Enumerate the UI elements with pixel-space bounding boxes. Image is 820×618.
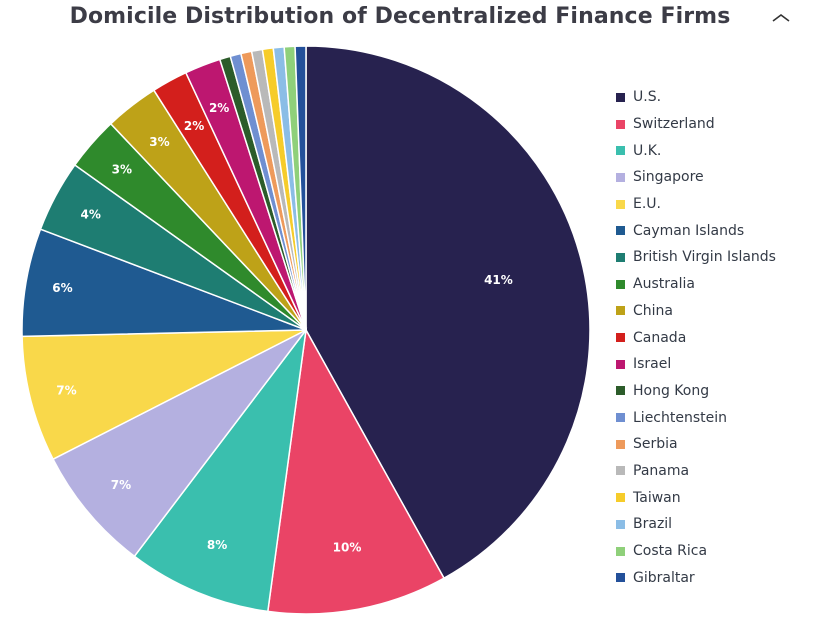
legend-swatch	[616, 493, 625, 503]
chart-legend: U.S. Switzerland U.K. Singapore E.U. Cayman I…	[616, 84, 776, 591]
collapse-button[interactable]	[768, 8, 794, 28]
pie-slice-labels: 41% 10% 8% 7% 7% 6% 4% 3% 3% 2% 2%	[52, 101, 512, 555]
pie-slice-u-k	[133, 327, 308, 613]
legend-label: Liechtenstein	[633, 409, 728, 426]
legend-label: China	[633, 302, 673, 319]
legend-swatch	[616, 172, 625, 182]
legend-item: China	[616, 298, 776, 325]
legend-item: Gibraltar	[616, 564, 776, 591]
legend-item: Switzerland	[616, 111, 776, 138]
pie-slice-switzerland	[266, 327, 446, 615]
legend-swatch	[616, 306, 625, 316]
legend-label: Panama	[633, 462, 690, 479]
pie-slice-e-u	[21, 329, 307, 461]
legend-item: Taiwan	[616, 484, 776, 511]
legend-label: Cayman Islands	[633, 222, 745, 239]
legend-item: Costa Rica	[616, 538, 776, 565]
legend-label: Taiwan	[633, 489, 681, 506]
slice-value-label: 7%	[111, 478, 131, 492]
legend-item: Brazil	[616, 511, 776, 538]
legend-item: British Virgin Islands	[616, 244, 776, 271]
legend-swatch	[616, 119, 625, 129]
legend-label: British Virgin Islands	[633, 249, 776, 266]
legend-swatch	[616, 413, 625, 423]
legend-item: Israel	[616, 351, 776, 378]
legend-swatch	[616, 226, 625, 236]
legend-label: Serbia	[633, 436, 678, 453]
pie-slice-gibraltar	[294, 45, 307, 331]
slice-value-label: 8%	[207, 538, 227, 552]
slice-value-label: 6%	[52, 281, 72, 295]
legend-label: Hong Kong	[633, 382, 710, 399]
legend-swatch	[616, 466, 625, 476]
legend-item: Hong Kong	[616, 378, 776, 405]
slice-value-label: 3%	[149, 135, 169, 149]
legend-swatch	[616, 439, 625, 449]
legend-item: Australia	[616, 271, 776, 298]
legend-label: Israel	[633, 356, 672, 373]
slice-value-label: 10%	[333, 541, 362, 555]
legend-item: Liechtenstein	[616, 404, 776, 431]
legend-item: E.U.	[616, 191, 776, 218]
legend-swatch	[616, 359, 625, 369]
legend-item: Cayman Islands	[616, 217, 776, 244]
legend-label: Gibraltar	[633, 569, 695, 586]
legend-swatch	[616, 519, 625, 529]
pie-chart: 41% 10% 8% 7% 7% 6% 4% 3% 3% 2% 2%	[21, 45, 591, 615]
legend-label: E.U.	[633, 196, 661, 213]
legend-swatch	[616, 573, 625, 583]
legend-swatch	[616, 386, 625, 396]
legend-label: U.S.	[633, 89, 662, 106]
legend-swatch	[616, 252, 625, 262]
pie-slice-u-s	[305, 45, 591, 580]
pie-slice-singapore	[52, 329, 307, 558]
slice-value-label: 7%	[56, 383, 76, 397]
legend-label: Australia	[633, 276, 695, 293]
legend-item: Panama	[616, 458, 776, 485]
legend-swatch	[616, 92, 625, 102]
legend-swatch	[616, 333, 625, 343]
slice-value-label: 3%	[112, 163, 132, 177]
legend-item: U.K.	[616, 137, 776, 164]
legend-label: U.K.	[633, 142, 662, 159]
slice-value-label: 2%	[209, 101, 229, 115]
legend-item: Serbia	[616, 431, 776, 458]
legend-label: Costa Rica	[633, 543, 708, 560]
slice-value-label: 2%	[184, 119, 204, 133]
legend-swatch	[616, 199, 625, 209]
slice-value-label: 41%	[484, 273, 513, 287]
legend-item: U.S.	[616, 84, 776, 111]
legend-swatch	[616, 279, 625, 289]
chart-title: Domicile Distribution of Decentralized F…	[69, 4, 731, 29]
legend-item: Singapore	[616, 164, 776, 191]
legend-label: Switzerland	[633, 116, 715, 133]
legend-label: Canada	[633, 329, 687, 346]
legend-label: Brazil	[633, 516, 673, 533]
legend-swatch	[616, 546, 625, 556]
legend-label: Singapore	[633, 169, 704, 186]
chevron-up-icon	[772, 14, 790, 22]
pie-slices	[21, 45, 591, 615]
slice-value-label: 4%	[80, 208, 100, 222]
legend-item: Canada	[616, 324, 776, 351]
legend-swatch	[616, 146, 625, 156]
